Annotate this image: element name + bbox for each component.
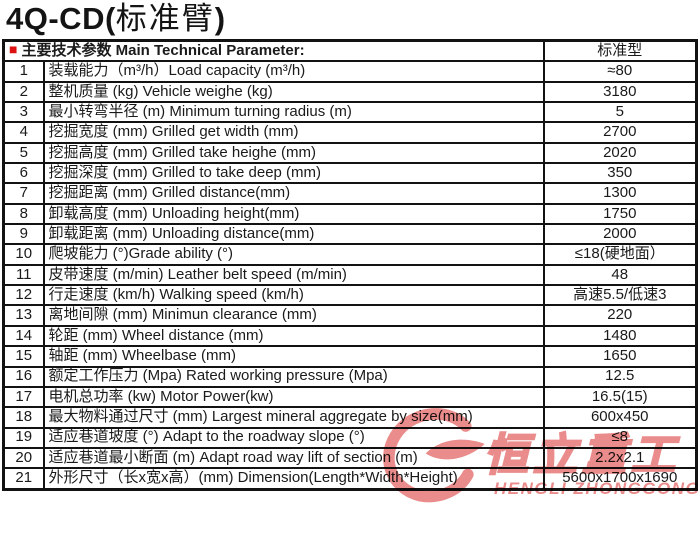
parameter-name: 行走速度 (km/h) Walking speed (km/h) <box>42 284 545 307</box>
row-number: 16 <box>2 365 45 388</box>
red-square-icon: ■ <box>9 40 18 57</box>
table-row: 5 挖掘高度 (mm) Grilled take heighe (mm) 2020 <box>2 141 698 165</box>
table-header-title: 主要技术参数 Main Technical Parameter: <box>21 41 305 59</box>
parameter-value: 1650 <box>542 345 698 368</box>
title-model-prefix: 4Q-CD( <box>6 1 116 36</box>
table-header-value-column: 标准型 <box>542 39 698 63</box>
table-row: 13 离地间隙 (mm) Minimun clearance (mm) 220 <box>2 304 698 327</box>
table-row: 17 电机总功率 (kw) Motor Power(kw) 16.5(15) <box>2 385 698 409</box>
row-number: 6 <box>2 162 45 185</box>
row-number: 15 <box>2 345 45 368</box>
row-number: 21 <box>2 467 45 491</box>
parameter-name: 适应巷道坡度 (°) Adapt to the roadway slope (°… <box>42 426 545 449</box>
parameter-value: 5600x1700x1690 <box>542 467 698 491</box>
page-title: 4Q-CD(标准臂) <box>0 0 700 39</box>
row-number: 1 <box>2 60 45 83</box>
parameter-name: 外形尺寸（长x宽x高）(mm) Dimension(Length*Width*H… <box>42 467 545 491</box>
row-number: 14 <box>2 324 45 348</box>
row-number: 11 <box>2 263 45 287</box>
parameter-name: 卸载距离 (mm) Unloading distance(mm) <box>42 223 545 246</box>
row-number: 19 <box>2 426 45 449</box>
parameter-value: 高速5.5/低速3 <box>542 284 698 307</box>
table-row: 21 外形尺寸（长x宽x高）(mm) Dimension(Length*Width… <box>2 467 698 491</box>
table-row: 18 最大物料通过尺寸 (mm) Largest mineral aggregat… <box>2 406 698 429</box>
table-row: 3 最小转弯半径 (m) Minimum turning radius (m) 5 <box>2 101 698 124</box>
parameter-value: 1480 <box>542 324 698 348</box>
parameter-name: 整机质量 (kg) Vehicle weighe (kg) <box>42 80 545 104</box>
parameter-value: ≈80 <box>542 60 698 83</box>
parameter-name: 挖掘宽度 (mm) Grilled get width (mm) <box>42 121 545 144</box>
row-number: 10 <box>2 243 45 266</box>
row-number: 2 <box>2 80 45 104</box>
parameter-value: 2700 <box>542 121 698 144</box>
parameter-name: 挖掘距离 (mm) Grilled distance(mm) <box>42 182 545 205</box>
parameter-value: 48 <box>542 263 698 287</box>
row-number: 5 <box>2 141 45 165</box>
parameter-value: 1750 <box>542 202 698 226</box>
parameter-name: 最小转弯半径 (m) Minimum turning radius (m) <box>42 101 545 124</box>
parameter-value: 5 <box>542 101 698 124</box>
parameter-name: 适应巷道最小断面 (m) Adapt road way lift of sect… <box>42 446 545 470</box>
table-row: 6 挖掘深度 (mm) Grilled to take deep (mm) 350 <box>2 162 698 185</box>
title-model-cn: 标准臂 <box>115 1 215 36</box>
parameter-name: 装载能力（m³/h）Load capacity (m³/h) <box>42 60 545 83</box>
table-row: 2 整机质量 (kg) Vehicle weighe (kg) 3180 <box>2 80 698 104</box>
row-number: 20 <box>2 446 45 470</box>
parameter-name: 皮带速度 (m/min) Leather belt speed (m/min) <box>42 263 545 287</box>
parameter-name: 轮距 (mm) Wheel distance (mm) <box>42 324 545 348</box>
table-row: 4 挖掘宽度 (mm) Grilled get width (mm) 2700 <box>2 121 698 144</box>
parameter-name: 最大物料通过尺寸 (mm) Largest mineral aggregate … <box>42 406 545 429</box>
parameter-value: 12.5 <box>542 365 698 388</box>
row-number: 9 <box>2 223 45 246</box>
row-number: 12 <box>2 284 45 307</box>
table-header-row: ■ 主要技术参数 Main Technical Parameter: 标准型 <box>2 39 698 63</box>
parameter-name: 轴距 (mm) Wheelbase (mm) <box>42 345 545 368</box>
row-number: 3 <box>2 101 45 124</box>
table-row: 7 挖掘距离 (mm) Grilled distance(mm) 1300 <box>2 182 698 205</box>
table-row: 20 适应巷道最小断面 (m) Adapt road way lift of se… <box>2 446 698 470</box>
table-row: 8 卸载高度 (mm) Unloading height(mm) 1750 <box>2 202 698 226</box>
table-row: 12 行走速度 (km/h) Walking speed (km/h) 高速5.5/… <box>2 284 698 307</box>
parameter-value: 600x450 <box>542 406 698 429</box>
parameter-value: 2020 <box>542 141 698 165</box>
table-row: 10 爬坡能力 (°)Grade ability (°) ≤18(硬地面） <box>2 243 698 266</box>
parameter-value: ≤8 <box>542 426 698 449</box>
parameter-name: 挖掘深度 (mm) Grilled to take deep (mm) <box>42 162 545 185</box>
table-row: 16 额定工作压力 (Mpa) Rated working pressure (M… <box>2 365 698 388</box>
parameter-name: 离地间隙 (mm) Minimun clearance (mm) <box>42 304 545 327</box>
row-number: 7 <box>2 182 45 205</box>
table-row: 15 轴距 (mm) Wheelbase (mm) 1650 <box>2 345 698 368</box>
table-header-left-cell: ■ 主要技术参数 Main Technical Parameter: <box>2 39 545 63</box>
row-number: 18 <box>2 406 45 429</box>
table-row: 14 轮距 (mm) Wheel distance (mm) 1480 <box>2 324 698 348</box>
parameter-value: 2.2x2.1 <box>542 446 698 470</box>
parameter-value: 16.5(15) <box>542 385 698 409</box>
row-number: 8 <box>2 202 45 226</box>
parameter-name: 额定工作压力 (Mpa) Rated working pressure (Mpa… <box>42 365 545 388</box>
row-number: 17 <box>2 385 45 409</box>
row-number: 4 <box>2 121 45 144</box>
parameter-name: 电机总功率 (kw) Motor Power(kw) <box>42 385 545 409</box>
title-model-suffix: ) <box>214 1 226 36</box>
parameter-value: 3180 <box>542 80 698 104</box>
parameter-name: 挖掘高度 (mm) Grilled take heighe (mm) <box>42 141 545 165</box>
parameter-value: 1300 <box>542 182 698 205</box>
table-row: 9 卸载距离 (mm) Unloading distance(mm) 2000 <box>2 223 698 246</box>
table-row: 11 皮带速度 (m/min) Leather belt speed (m/min… <box>2 263 698 287</box>
parameter-name: 卸载高度 (mm) Unloading height(mm) <box>42 202 545 226</box>
parameter-value: 350 <box>542 162 698 185</box>
table-row: 19 适应巷道坡度 (°) Adapt to the roadway slope … <box>2 426 698 449</box>
table-row: 1 装载能力（m³/h）Load capacity (m³/h) ≈80 <box>2 60 698 83</box>
parameter-value: 220 <box>542 304 698 327</box>
parameter-value: ≤18(硬地面） <box>542 243 698 266</box>
parameter-value: 2000 <box>542 223 698 246</box>
row-number: 13 <box>2 304 45 327</box>
parameter-name: 爬坡能力 (°)Grade ability (°) <box>42 243 545 266</box>
